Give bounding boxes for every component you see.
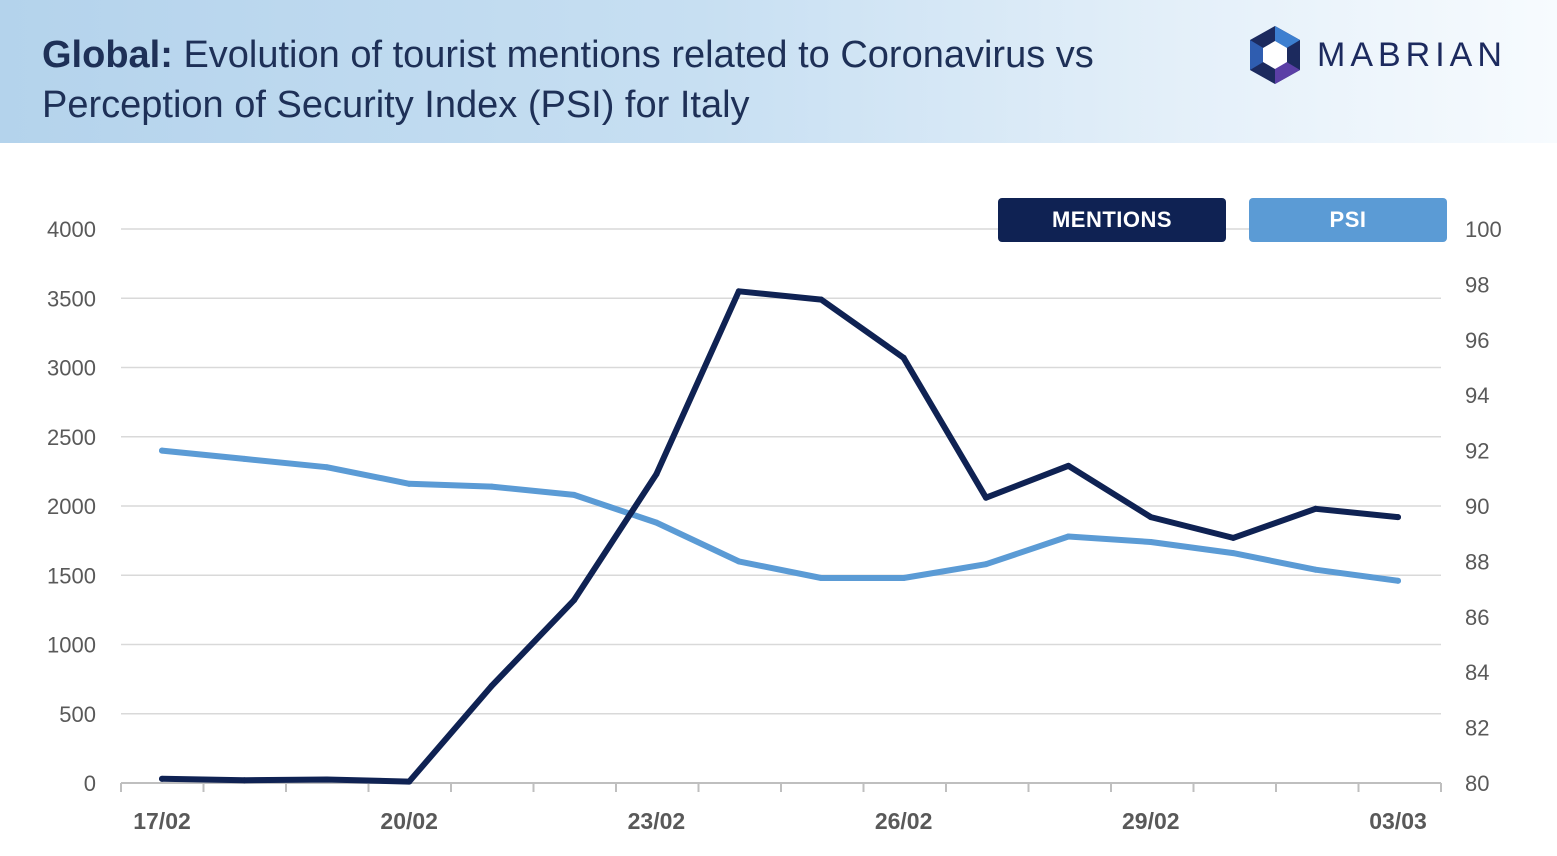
y-left-tick-label: 1000 xyxy=(47,633,96,658)
y-left-tick-label: 2000 xyxy=(47,494,96,519)
y-right-tick-label: 88 xyxy=(1465,549,1489,574)
data-point-psi xyxy=(488,483,495,490)
y-right-tick-label: 96 xyxy=(1465,328,1489,353)
data-point-psi xyxy=(241,455,248,462)
x-tick-label: 26/02 xyxy=(875,808,933,834)
data-point-psi xyxy=(1312,566,1319,573)
y-left-tick-label: 3500 xyxy=(47,286,96,311)
x-tick-label: 29/02 xyxy=(1122,808,1180,834)
logo-text: MABRIAN xyxy=(1317,35,1507,74)
y-left-tick-label: 3000 xyxy=(47,356,96,381)
data-point-mentions xyxy=(1147,514,1154,521)
series-line-mentions xyxy=(159,288,1401,785)
data-point-mentions xyxy=(983,494,989,501)
legend-psi-label: PSI xyxy=(1329,207,1367,232)
data-point-psi xyxy=(1147,539,1154,546)
data-point-mentions xyxy=(1395,514,1401,521)
title-text: Evolution of tourist mentions related to… xyxy=(42,34,1094,126)
data-point-mentions xyxy=(1230,534,1237,541)
y-right-tick-label: 80 xyxy=(1465,771,1489,796)
data-point-mentions xyxy=(406,778,413,785)
legend-mentions: MENTIONS xyxy=(998,198,1226,242)
series-line-psi xyxy=(159,447,1401,584)
data-point-mentions xyxy=(159,775,165,782)
title-bold: Global: xyxy=(42,34,173,76)
header-banner: Global: Evolution of tourist mentions re… xyxy=(0,0,1557,143)
data-point-mentions xyxy=(1312,505,1319,512)
legend-psi: PSI xyxy=(1249,198,1447,242)
data-point-mentions xyxy=(735,288,742,295)
chart-title: Global: Evolution of tourist mentions re… xyxy=(42,30,1202,130)
data-point-psi xyxy=(159,447,165,454)
y-right-tick-label: 90 xyxy=(1465,494,1489,519)
data-point-mentions xyxy=(241,777,248,784)
data-point-mentions xyxy=(1065,462,1072,469)
mabrian-hexagon-logo-icon xyxy=(1250,26,1300,84)
x-tick-label: 17/02 xyxy=(133,808,191,834)
y-right-tick-label: 98 xyxy=(1465,272,1489,297)
data-point-psi xyxy=(571,491,577,498)
data-point-psi xyxy=(900,575,907,582)
data-point-psi xyxy=(1230,550,1237,557)
y-right-tick-label: 84 xyxy=(1465,660,1489,685)
data-point-psi xyxy=(653,519,660,526)
data-point-mentions xyxy=(488,683,495,690)
x-tick-label: 23/02 xyxy=(628,808,686,834)
data-point-psi xyxy=(735,558,742,565)
x-tick-label: 20/02 xyxy=(380,808,438,834)
data-point-mentions xyxy=(818,296,825,303)
y-right-tick-label: 92 xyxy=(1465,439,1489,464)
data-point-mentions xyxy=(571,597,577,604)
legend-mentions-label: MENTIONS xyxy=(1051,207,1173,232)
y-left-tick-label: 1500 xyxy=(47,563,96,588)
y-left-tick-label: 4000 xyxy=(47,217,96,242)
line-chart: 0 500 1000 1500 2000 2500 3000 3500 4000 80 82 84 86… xyxy=(47,217,1502,834)
y-right-tick-label: 100 xyxy=(1465,217,1502,242)
y-right-tick-label: 94 xyxy=(1465,383,1489,408)
data-point-psi xyxy=(1065,533,1072,540)
x-tick-label: 03/03 xyxy=(1369,808,1427,834)
data-point-psi xyxy=(323,464,330,471)
data-point-psi xyxy=(1395,577,1401,584)
data-point-psi xyxy=(983,561,989,568)
data-point-psi xyxy=(406,480,413,487)
data-point-mentions xyxy=(323,776,330,783)
y-right-tick-label: 82 xyxy=(1465,716,1489,741)
data-point-psi xyxy=(818,575,825,582)
data-point-mentions xyxy=(900,354,907,361)
y-left-tick-label: 2500 xyxy=(47,425,96,450)
y-left-tick-label: 500 xyxy=(59,702,96,727)
y-right-tick-label: 86 xyxy=(1465,605,1489,630)
data-point-mentions xyxy=(653,471,660,478)
mabrian-logo: MABRIAN xyxy=(1247,24,1507,86)
y-left-tick-label: 0 xyxy=(84,771,96,796)
